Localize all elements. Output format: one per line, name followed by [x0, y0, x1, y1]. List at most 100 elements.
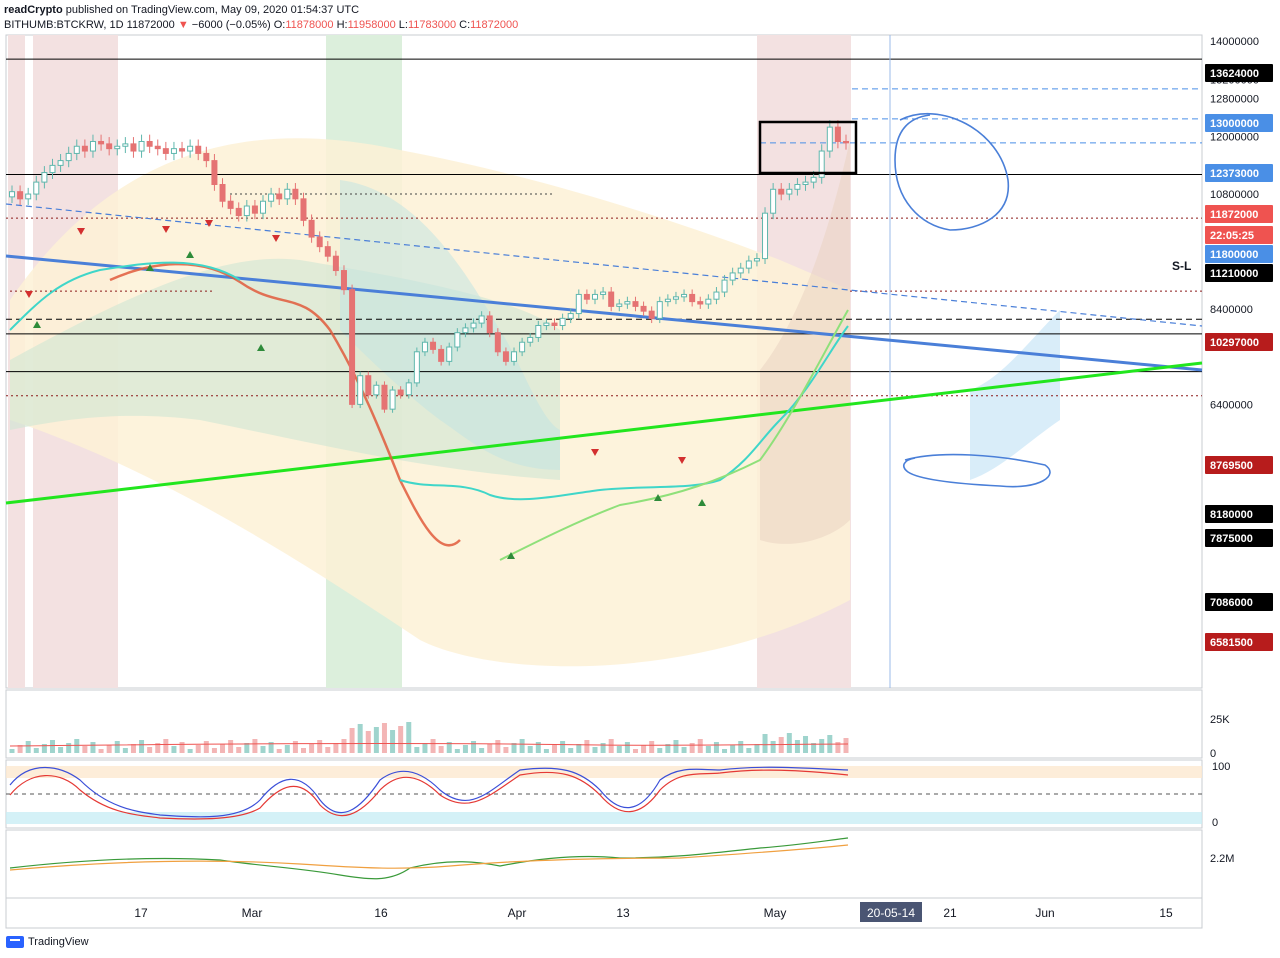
candle-body — [324, 246, 331, 257]
target-box — [758, 120, 858, 175]
candle-body — [130, 143, 137, 152]
candle-body — [672, 296, 679, 300]
price-tag — [1205, 245, 1273, 263]
candle-body — [794, 184, 801, 190]
volume-bar — [357, 724, 363, 753]
price-tag-label: 11872000 — [1210, 209, 1258, 221]
sl-annotation: S-L — [1172, 259, 1191, 273]
volume-bar — [584, 740, 590, 753]
volume-bar — [794, 740, 800, 753]
candle-body — [57, 160, 64, 166]
candle-body — [778, 188, 785, 195]
candle-body — [373, 384, 380, 396]
volume-bar — [211, 748, 217, 753]
volume-axis-label: 0 — [1210, 748, 1216, 760]
volume-bar — [422, 743, 428, 753]
candle-body — [810, 176, 817, 183]
volume-bar — [608, 739, 614, 753]
price-tag — [1205, 164, 1273, 182]
volume-bar — [519, 739, 525, 753]
price-tag-label: 10297000 — [1210, 337, 1259, 349]
volume-bar — [705, 746, 711, 753]
buy-signal-icon — [186, 251, 194, 258]
price-tag-label: 7875000 — [1210, 533, 1253, 545]
volume-bar — [624, 742, 630, 753]
volume-bar — [471, 741, 477, 753]
stoch-k-line — [9, 766, 849, 818]
volume-bar — [171, 746, 177, 753]
candle-body — [648, 310, 655, 319]
candle-body — [656, 301, 663, 319]
high-value: 11958000 — [347, 19, 396, 31]
sell-signal-icon — [77, 228, 85, 235]
stoch-d-line — [9, 769, 849, 820]
time-axis-label: 17 — [134, 906, 148, 920]
volume-bar — [268, 742, 274, 753]
price-tag — [1205, 633, 1273, 651]
candle-body — [583, 293, 590, 300]
blue-trendline — [5, 254, 1203, 372]
volume-bar — [349, 728, 355, 753]
candle-body — [17, 191, 24, 200]
price-tag-label: 12373000 — [1210, 168, 1259, 180]
volume-bar — [300, 748, 306, 753]
volume-bar — [49, 740, 55, 753]
volume-bar — [770, 741, 776, 753]
price-tag-label: 22:05:25 — [1210, 230, 1254, 242]
volume-bar — [738, 741, 744, 753]
price-axis-label: 12800000 — [1210, 93, 1259, 105]
close-value: 11872000 — [470, 19, 519, 31]
price-tag-label: 11210000 — [1210, 268, 1258, 280]
down-arrow-icon: ▼ — [177, 19, 189, 31]
candle-body — [211, 160, 218, 186]
candle-body — [697, 301, 704, 305]
volume-bar — [689, 743, 695, 753]
volume-bar — [462, 745, 468, 753]
open-label: O: — [273, 19, 286, 31]
volume-bar — [41, 744, 47, 753]
volume-bar — [252, 739, 258, 753]
candle-body — [624, 301, 631, 305]
candle-body — [689, 293, 696, 303]
volume-bar — [236, 747, 242, 753]
volume-bar — [479, 748, 485, 753]
candle-body — [430, 341, 437, 350]
candle-body — [640, 305, 647, 312]
candle-body — [551, 322, 558, 327]
obv-line — [9, 837, 849, 880]
candle-body — [616, 303, 623, 307]
buy-signal-icon — [257, 344, 265, 351]
buy-signal-icon — [698, 499, 706, 506]
tradingview-logo-icon — [6, 936, 24, 948]
candle-body — [357, 375, 364, 405]
price-change: −6000 (−0.05%) — [191, 19, 271, 31]
volume-bar — [25, 741, 31, 753]
sell-signal-icon — [678, 457, 686, 464]
volume-bar — [317, 740, 323, 753]
volume-bar — [114, 741, 120, 753]
price-tag — [1205, 205, 1273, 223]
volume-bar — [600, 743, 606, 753]
volume-bar — [730, 745, 736, 753]
price-tag — [1205, 64, 1273, 82]
candle-body — [486, 315, 493, 334]
candle-body — [470, 322, 477, 329]
candle-body — [179, 148, 186, 152]
volume-bar — [835, 742, 841, 753]
symbol-label[interactable]: BITHUMB:BTCKRW, 1D — [4, 19, 124, 31]
volume-bar — [333, 743, 339, 753]
low-label: L: — [398, 19, 408, 31]
candle-body — [729, 272, 736, 281]
candle-body — [446, 346, 453, 362]
volume-bar — [560, 741, 566, 753]
author-name[interactable]: readCrypto — [4, 4, 63, 16]
candle-body — [162, 148, 169, 154]
candle-body — [535, 325, 542, 338]
volume-bar — [713, 742, 719, 753]
candle-body — [308, 219, 315, 238]
candle-body — [365, 375, 372, 396]
candle-body — [664, 298, 671, 303]
price-tag-label: 13000000 — [1210, 118, 1259, 130]
volume-bar — [276, 749, 282, 753]
